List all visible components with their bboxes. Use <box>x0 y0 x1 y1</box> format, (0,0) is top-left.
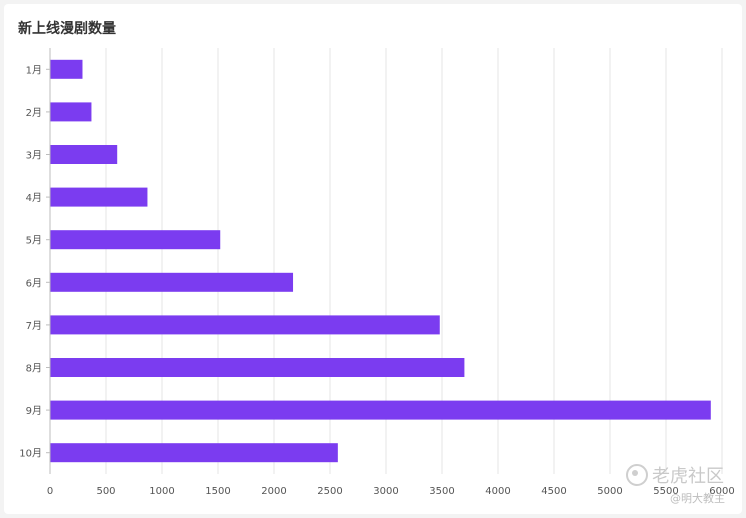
x-tick-label: 500 <box>96 486 115 497</box>
bar-3 <box>50 145 118 164</box>
watermark: 老虎社区 @明大教主 <box>626 462 736 506</box>
y-tick-label: 4月 <box>26 192 42 204</box>
x-tick-label: 5000 <box>597 486 622 497</box>
bar-6 <box>50 272 294 292</box>
bar-7 <box>50 315 440 335</box>
chart-title: 新上线漫剧数量 <box>18 21 116 37</box>
chart-card: 新上线漫剧数量 <box>4 4 742 514</box>
bar-9 <box>50 400 711 420</box>
y-tick-label: 1月 <box>26 64 42 76</box>
y-tick-label: 8月 <box>26 363 42 375</box>
x-tick-label: 4000 <box>485 486 510 497</box>
y-tick-label: 10月 <box>19 448 42 460</box>
x-tick-label: 1000 <box>149 486 174 497</box>
y-tick-label: 5月 <box>26 235 42 247</box>
watermark-brand: 老虎社区 <box>652 466 724 487</box>
bar-8 <box>50 358 465 377</box>
x-tick-label: 5500 <box>653 486 678 497</box>
y-tick-label: 9月 <box>26 405 42 417</box>
y-tick-label: 7月 <box>26 320 42 332</box>
x-tick-label: 4500 <box>541 486 566 497</box>
bar-2 <box>50 102 92 122</box>
y-tick-label: 6月 <box>26 277 42 289</box>
x-tick-label: 2000 <box>261 486 286 497</box>
bar-4 <box>50 187 148 207</box>
bar-1 <box>50 59 83 79</box>
x-tick-label: 0 <box>47 486 53 497</box>
watermark-handle: @明大教主 <box>670 492 725 505</box>
x-tick-label: 1500 <box>205 486 230 497</box>
bar-10 <box>50 443 338 463</box>
x-tick-label: 3000 <box>373 486 398 497</box>
y-tick-label: 2月 <box>26 107 42 119</box>
x-tick-label: 3500 <box>429 486 454 497</box>
x-tick-label: 2500 <box>317 486 342 497</box>
y-tick-label: 3月 <box>26 150 42 162</box>
tiger-logo-icon <box>626 464 648 486</box>
bar-5 <box>50 230 221 250</box>
x-tick-label: 6000 <box>709 486 734 497</box>
